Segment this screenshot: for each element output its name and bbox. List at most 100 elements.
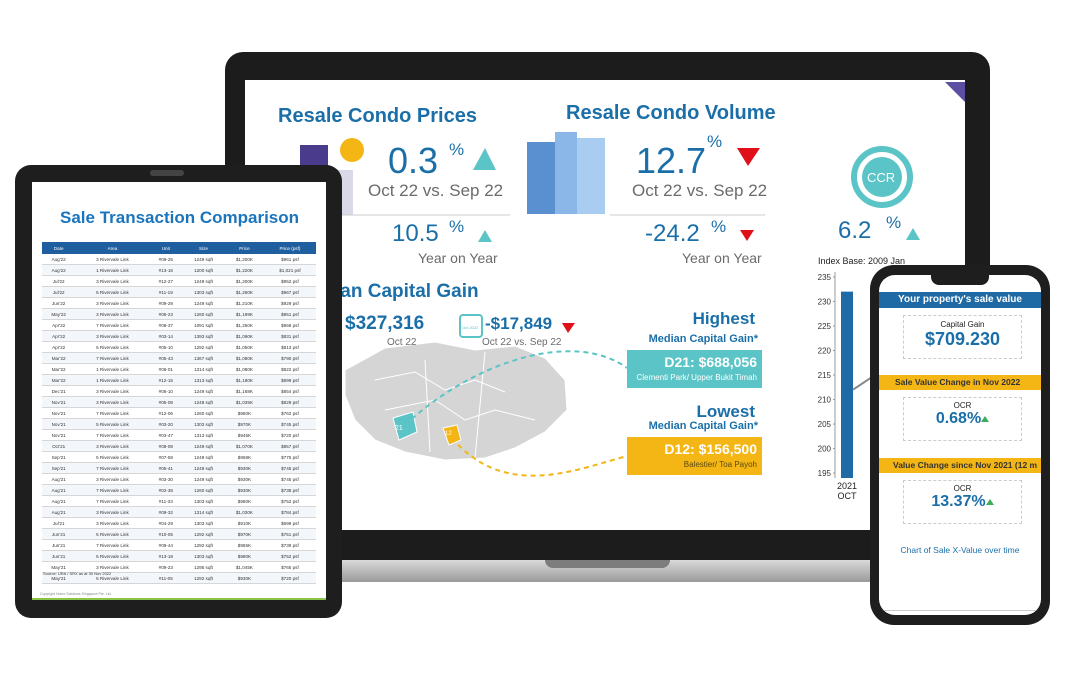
x-tick-label: OCT	[838, 491, 858, 501]
table-cell: 1393 sqft	[182, 330, 225, 342]
table-cell: $745 psf	[263, 473, 316, 485]
table-cell: Jul'22	[42, 286, 76, 298]
divider	[879, 610, 1041, 611]
table-cell: $1,030K	[224, 506, 264, 518]
table-cell: 3 Rivervale Link	[75, 275, 150, 287]
table-cell: 1314 sqft	[182, 506, 225, 518]
table-cell: Mar'22	[42, 352, 76, 364]
table-cell: $813 psf	[263, 341, 316, 353]
table-cell: 1091 sqft	[182, 319, 225, 331]
chart-link[interactable]: Chart of Sale X-Value over time	[900, 545, 1020, 555]
section-title: Resale Condo Prices	[278, 105, 477, 127]
table-cell: Aug'21	[42, 473, 76, 485]
table-cell: $970K	[224, 418, 264, 430]
callout-box: D12: $156,500 Balestier/ Toa Payoh	[627, 437, 762, 475]
table-cell: #09-44	[149, 539, 183, 551]
table-row: Jul'22 3 Rivervale Link #12-27 1249 sqft $1,…	[42, 275, 316, 287]
calendar-icon	[459, 314, 483, 338]
x-tick-label: 2021	[837, 481, 857, 491]
table-row: Oct'21 3 Rivervale Link #08-08 1249 sqft $1,…	[42, 440, 316, 452]
y-tick-label: 225	[818, 322, 832, 331]
table-cell: #03-47	[149, 429, 183, 441]
map-district-high	[392, 411, 418, 441]
table-cell: Jul'22	[42, 275, 76, 287]
table-cell: Oct'21	[42, 440, 76, 452]
callout-area: Balestier/ Toa Payoh	[683, 460, 757, 469]
kpi-label: Year on Year	[682, 250, 762, 266]
table-cell: $970K	[224, 528, 264, 540]
card-label: OCR	[953, 484, 972, 493]
table-cell: $1,070K	[224, 440, 264, 452]
kpi: 12.7	[636, 140, 707, 181]
table-cell: 1249 sqft	[182, 385, 225, 397]
bar	[841, 291, 853, 478]
table-cell: $968 psf	[263, 319, 316, 331]
kpi: $327,316	[345, 313, 425, 334]
kpi-label: Oct 22	[387, 337, 417, 348]
table-cell: Jun'21	[42, 539, 76, 551]
table-cell: $1,168K	[224, 385, 264, 397]
section-title: Resale Condo Volume	[566, 102, 776, 124]
table-cell: $960K	[224, 407, 264, 419]
laptop-screen: 195 200 205 210 215 220 225 230 235 2021 OCT Resal…	[245, 80, 965, 530]
table-cell: 1292 sqft	[182, 572, 225, 584]
table-cell: #08-08	[149, 440, 183, 452]
table-cell: 5 Rivervale Link	[75, 286, 150, 298]
table-cell: Apr'22	[42, 341, 76, 353]
table-cell: #12-15	[149, 374, 183, 386]
column-header: Area	[75, 242, 150, 254]
table-cell: Jun'21	[42, 550, 76, 562]
down-icon	[737, 148, 760, 166]
table-cell: $980K	[224, 495, 264, 507]
table-cell: $930K	[224, 462, 264, 474]
table-cell: 5 Rivervale Link	[75, 550, 150, 562]
table-cell: Jun'22	[42, 297, 76, 309]
table-row: Nov'21 5 Rivervale Link #03-20 1303 sqft $97…	[42, 418, 316, 430]
value-card: OCR 13.37%	[903, 480, 1022, 524]
kpi: 6.2	[838, 217, 872, 244]
table-row: Apr'22 7 Rivervale Link #08-37 1091 sqft $1,…	[42, 319, 316, 331]
table-cell: #09-23	[149, 561, 183, 573]
table-cell: 3 Rivervale Link	[75, 440, 150, 452]
table-cell: Apr'22	[42, 319, 76, 331]
table-cell: #06-01	[149, 363, 183, 375]
table-cell: Sep'21	[42, 462, 76, 474]
map-label: 12	[445, 431, 452, 437]
table-cell: 3 Rivervale Link	[75, 254, 150, 265]
kpi-unit: %	[711, 217, 727, 236]
table-cell: 1260 sqft	[182, 484, 225, 496]
table-cell: $822 psf	[263, 363, 316, 375]
table-row: May'22 3 Rivervale Link #06-23 1260 sqft $1,…	[42, 308, 316, 320]
kpi: -24.2	[645, 220, 700, 247]
table-cell: #05-08	[149, 396, 183, 408]
footer: Copyright Home Solutions Singapore Pte. …	[40, 592, 112, 596]
table-cell: $720 psf	[263, 429, 316, 441]
y-tick-label: 230	[818, 297, 832, 306]
table-cell: #05-10	[149, 341, 183, 353]
table-cell: $899 psf	[263, 374, 316, 386]
table-cell: $790 psf	[263, 352, 316, 364]
table-row: Jun'22 3 Rivervale Link #09-29 1249 sqft $1,…	[42, 297, 316, 309]
building-icon	[555, 132, 577, 214]
table-cell: $1,250K	[224, 319, 264, 331]
table-cell: 7 Rivervale Link	[75, 319, 150, 331]
table-cell: 5 Rivervale Link	[75, 418, 150, 430]
table-row: Nov'21 7 Rivervale Link #12-06 1260 sqft $96…	[42, 407, 316, 419]
card-value: 13.37%	[931, 493, 986, 510]
table-cell: $968K	[224, 451, 264, 463]
column-header: Price (psf)	[263, 242, 316, 254]
table-cell: Mar'22	[42, 363, 76, 375]
column-header: Price	[224, 242, 264, 254]
down-icon	[562, 323, 575, 333]
table-cell: $961 psf	[263, 254, 316, 265]
table-cell: May'22	[42, 308, 76, 320]
table-cell: 5 Rivervale Link	[75, 572, 150, 584]
table-row: Mar'22 1 Rivervale Link #06-01 1314 sqft $1,…	[42, 363, 316, 375]
table-cell: 7 Rivervale Link	[75, 407, 150, 419]
table-cell: 1303 sqft	[182, 495, 225, 507]
table-cell: 1292 sqft	[182, 341, 225, 353]
y-tick-label: 210	[818, 396, 832, 405]
table-cell: 3 Rivervale Link	[75, 297, 150, 309]
